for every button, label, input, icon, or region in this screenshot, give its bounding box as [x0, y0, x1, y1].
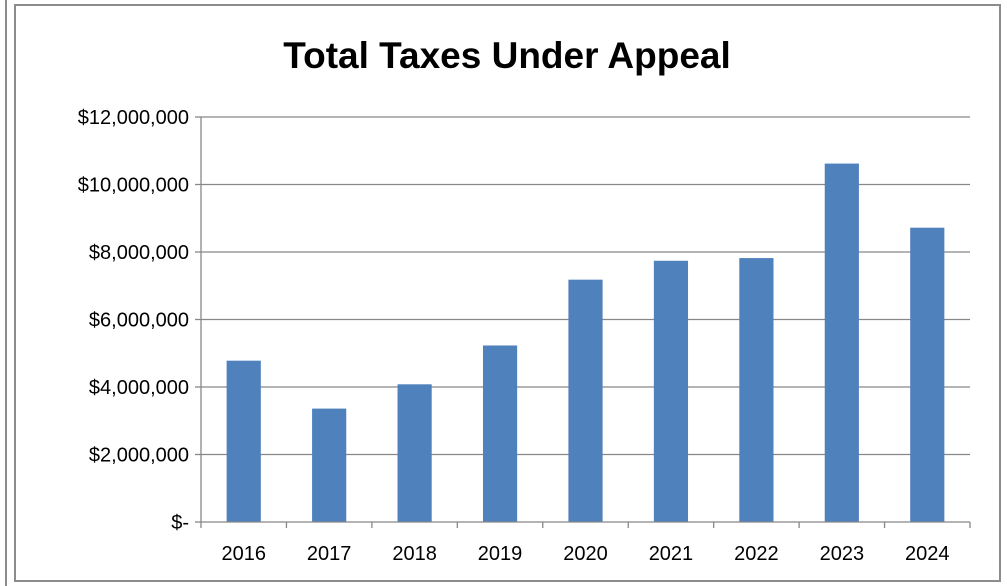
x-tick-label: 2018: [392, 543, 437, 565]
y-tick-label: $6,000,000: [89, 310, 189, 332]
bar-2018: [397, 384, 432, 522]
bar-2016: [226, 360, 261, 522]
x-tick-label: 2024: [905, 543, 950, 565]
x-tick-label: 2022: [734, 543, 779, 565]
chart-title: Total Taxes Under Appeal: [283, 35, 731, 76]
bar-2024: [910, 227, 945, 522]
bar-2020: [568, 279, 603, 522]
x-tick-label: 2021: [649, 543, 694, 565]
y-tick-label: $12,000,000: [78, 107, 189, 129]
bar-2022: [739, 258, 774, 522]
bar-2023: [824, 163, 859, 522]
x-tick-label: 2016: [221, 543, 266, 565]
y-tick-label: $10,000,000: [78, 175, 189, 197]
bar-2021: [653, 260, 689, 522]
x-axis-tick-labels: 2016 2017 2018 2019 2020 2021 2022 2023 2024: [221, 543, 949, 565]
bar-2017: [312, 408, 347, 522]
y-tick-label: $8,000,000: [89, 242, 189, 264]
y-tick-label: $4,000,000: [89, 377, 189, 399]
axes: [195, 116, 971, 528]
x-tick-label: 2023: [820, 543, 865, 565]
bar-2019: [482, 345, 518, 522]
x-tick-label: 2017: [307, 543, 352, 565]
left-window-edge: [0, 0, 7, 586]
bars: [226, 163, 945, 522]
y-tick-label: $-: [171, 512, 189, 534]
y-tick-label: $2,000,000: [89, 445, 189, 467]
y-axis-tick-labels: $- $2,000,000 $4,000,000 $6,000,000 $8,000,0…: [78, 107, 189, 534]
x-tick-label: 2019: [478, 543, 523, 565]
x-tick-label: 2020: [563, 543, 608, 565]
